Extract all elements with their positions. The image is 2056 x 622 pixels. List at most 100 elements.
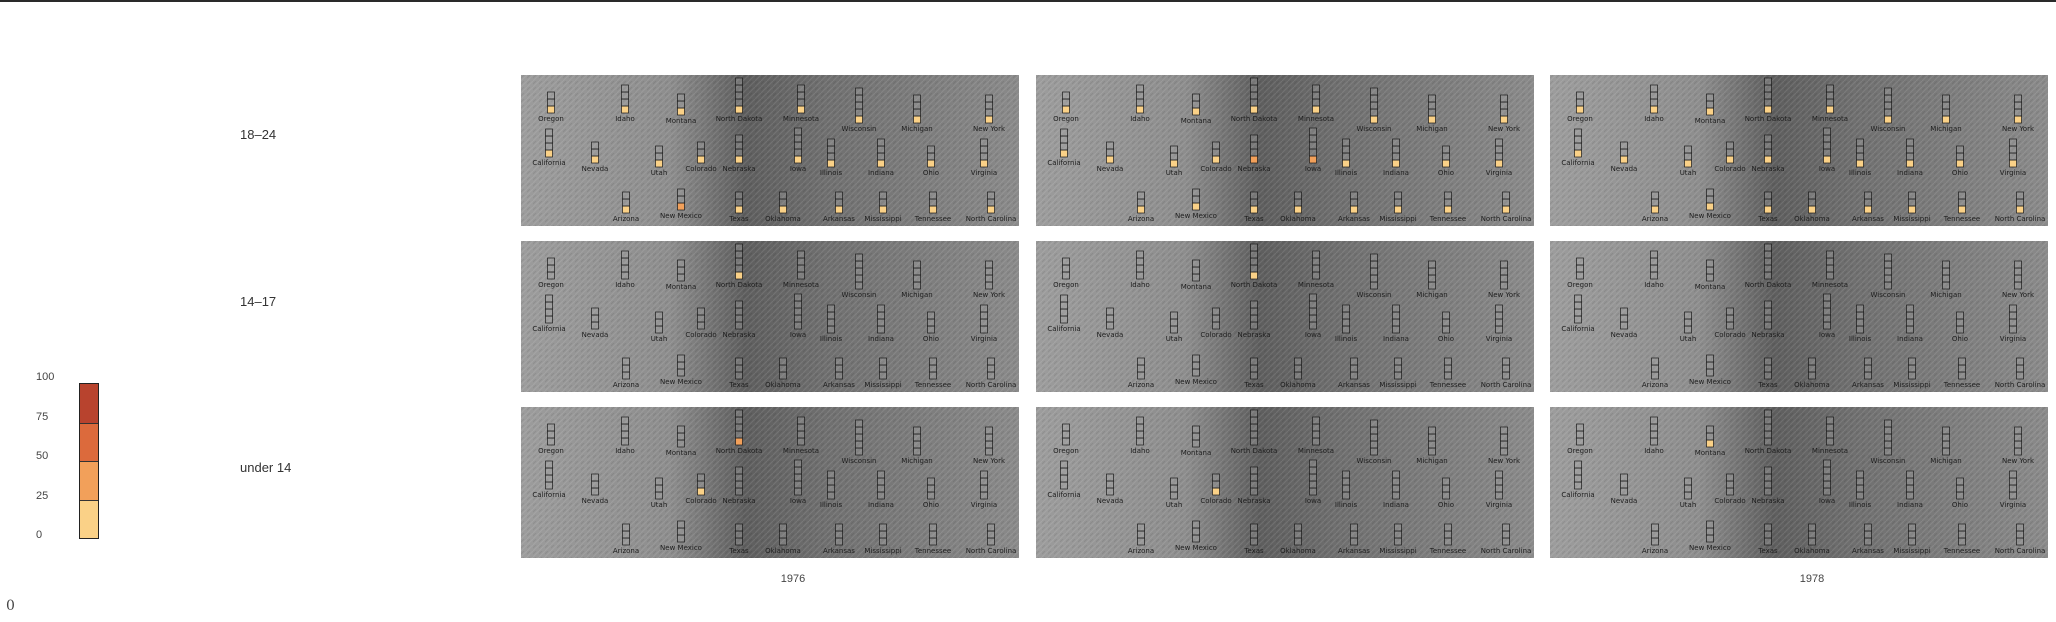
legend-tick-50: 50 <box>36 450 49 462</box>
state-glyph-illinois: Illinois <box>820 138 842 177</box>
glyph-cell <box>1394 357 1402 366</box>
glyph-cell <box>1764 371 1772 380</box>
glyph-cell <box>1392 311 1400 320</box>
state-glyph-california: California <box>1561 128 1595 167</box>
glyph-cell <box>545 128 553 137</box>
state-glyph-texas: Texas <box>1757 523 1778 555</box>
glyph-cell <box>1726 480 1734 489</box>
glyph-cell <box>1350 364 1358 373</box>
glyph-cell <box>1574 308 1582 317</box>
glyph-cell <box>985 281 993 290</box>
state-glyph-new-york: New York <box>973 260 1006 299</box>
glyph-cell <box>1060 460 1068 469</box>
glyph-cell <box>1370 447 1378 456</box>
state-glyph-north-carolina: North Carolina <box>1481 357 1531 389</box>
glyph-cell <box>1908 191 1916 200</box>
glyph-cell <box>827 304 835 313</box>
glyph-cell <box>735 205 743 214</box>
state-label: Oklahoma <box>1280 215 1316 223</box>
glyph-cell <box>1342 491 1350 500</box>
glyph-cell <box>1428 274 1436 283</box>
state-label: Arizona <box>1128 547 1154 555</box>
glyph-cell <box>622 523 630 532</box>
state-glyph-iowa: Iowa <box>1819 293 1835 339</box>
state-glyph-tennessee: Tennessee <box>1943 357 1980 389</box>
legend-tick-75: 75 <box>36 411 49 423</box>
glyph-cell <box>835 364 843 373</box>
glyph-cell <box>855 447 863 456</box>
state-glyph-iowa: Iowa <box>790 127 806 173</box>
glyph-cell <box>1808 364 1816 373</box>
glyph-cell <box>1309 473 1317 482</box>
state-glyph-ohio: Ohio <box>923 477 939 509</box>
glyph-cell <box>985 94 993 103</box>
glyph-cell <box>1294 537 1302 546</box>
glyph-cell <box>794 134 802 143</box>
glyph-cell <box>735 191 743 200</box>
glyph-cell <box>735 141 743 150</box>
glyph-cell <box>1823 155 1831 164</box>
state-glyph-arizona: Arizona <box>1642 357 1668 389</box>
state-glyph-wisconsin: Wisconsin <box>842 87 876 133</box>
glyph-cell <box>1444 191 1452 200</box>
state-glyph-north-dakota: North Dakota <box>1745 243 1791 289</box>
state-label: New York <box>2002 291 2035 299</box>
state-label: Arkansas <box>823 547 855 555</box>
glyph-cell <box>591 480 599 489</box>
state-glyph-indiana: Indiana <box>1897 138 1923 177</box>
glyph-cell <box>545 474 553 483</box>
state-label: Virginia <box>1486 169 1512 177</box>
glyph-cell <box>980 311 988 320</box>
state-glyph-tennessee: Tennessee <box>1429 191 1466 223</box>
state-glyph-texas: Texas <box>1243 191 1264 223</box>
glyph-cell <box>1192 361 1200 370</box>
glyph-cell <box>1137 530 1145 539</box>
state-label: Mississippi <box>1379 215 1416 223</box>
glyph-cell <box>1956 145 1964 154</box>
glyph-cell <box>1170 325 1178 334</box>
glyph-cell <box>1856 470 1864 479</box>
glyph-cell <box>913 433 921 442</box>
glyph-cell <box>1576 264 1584 273</box>
state-label: Wisconsin <box>842 457 877 465</box>
glyph-cell <box>1136 416 1144 425</box>
state-glyph-arkansas: Arkansas <box>823 191 855 223</box>
glyph-cell <box>1312 105 1320 114</box>
state-glyph-oklahoma: Oklahoma <box>765 191 801 223</box>
state-glyph-arkansas: Arkansas <box>1852 191 1884 223</box>
glyph-cell <box>1062 437 1070 446</box>
glyph-cell <box>1650 250 1658 259</box>
glyph-cell <box>1495 159 1503 168</box>
terrain-texture <box>1036 241 1534 392</box>
state-label: Indiana <box>868 501 894 509</box>
glyph-cell <box>735 91 743 100</box>
state-label: Iowa <box>790 165 806 173</box>
state-label: Minnesota <box>1298 447 1334 455</box>
state-glyph-indiana: Indiana <box>1383 138 1409 177</box>
glyph-cell <box>1808 198 1816 207</box>
glyph-cell <box>621 84 629 93</box>
state-glyph-north-dakota: North Dakota <box>716 77 762 123</box>
glyph-cell <box>1942 433 1950 442</box>
panel-14-17-mid: Oregon Idaho Montana North Dakota Minnesota W… <box>1036 241 1534 392</box>
state-glyph-iowa: Iowa <box>1819 459 1835 505</box>
state-label: Nebraska <box>722 331 755 339</box>
glyph-cell <box>779 191 787 200</box>
glyph-cell <box>2016 364 2024 373</box>
glyph-cell <box>1342 311 1350 320</box>
state-glyph-north-dakota: North Dakota <box>1231 77 1277 123</box>
glyph-cell <box>1170 159 1178 168</box>
glyph-cell <box>1726 148 1734 157</box>
glyph-cell <box>1370 433 1378 442</box>
state-glyph-california: California <box>1047 460 1081 499</box>
glyph-cell <box>1250 371 1258 380</box>
glyph-cell <box>1864 523 1872 532</box>
glyph-cell <box>735 416 743 425</box>
state-label: New York <box>2002 125 2035 133</box>
glyph-cell <box>1856 159 1864 168</box>
glyph-cell <box>1342 304 1350 313</box>
state-label: Tennessee <box>1429 215 1466 223</box>
glyph-cell <box>1823 293 1831 302</box>
glyph-cell <box>1826 416 1834 425</box>
state-glyph-oklahoma: Oklahoma <box>1280 357 1316 389</box>
